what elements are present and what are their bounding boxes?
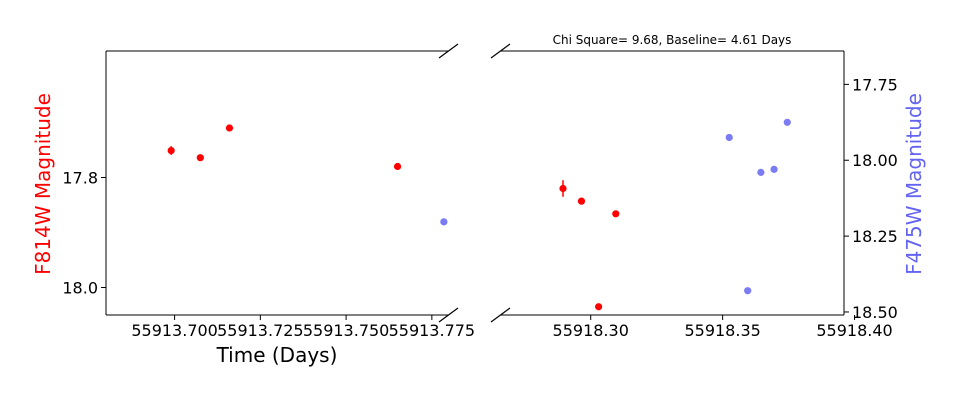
f475w-data-point — [725, 133, 733, 142]
f814w-data-point — [225, 124, 234, 132]
f814w-data-point — [595, 303, 603, 311]
break-mark-bottom-right — [490, 307, 511, 323]
right-y-tick-label: 18.25 — [852, 227, 898, 246]
left-x-tick-label: 55913.775 — [389, 321, 476, 340]
chart-title: Chi Square= 9.68, Baseline= 4.61 Days — [553, 33, 792, 47]
left-y-axis-label: F814W Magnitude — [31, 93, 55, 275]
f475w-data-point — [440, 218, 448, 226]
f814w-data-point — [612, 210, 620, 218]
right-x-tick-label: 55918.35 — [684, 321, 760, 340]
left-y-tick-label: 18.0 — [62, 279, 98, 298]
right-panel: 55918.30 55918.35 55918.40 17.75 18.00 18.25… — [501, 50, 898, 340]
f814w-data-point — [167, 146, 175, 155]
right-x-tick-label: 55918.40 — [816, 321, 892, 340]
left-panel: 55913.700 55913.725 55913.750 55913.775 17.… — [62, 50, 475, 340]
f814w-data-point — [393, 162, 402, 171]
f475w-data-point — [757, 168, 765, 176]
right-y-axis-label: F475W Magnitude — [902, 93, 926, 275]
f475w-data-point — [744, 287, 752, 295]
left-y-ticks: 17.8 18.0 — [62, 169, 106, 298]
f475w-data-point — [783, 118, 791, 126]
left-y-tick-label: 17.8 — [62, 169, 98, 188]
left-x-tick-label: 55913.725 — [217, 321, 304, 340]
right-x-tick-label: 55918.30 — [553, 321, 629, 340]
left-x-tick-label: 55913.750 — [303, 321, 390, 340]
right-y-tick-label: 18.50 — [852, 303, 898, 322]
error-bars — [170, 126, 617, 309]
f814w-data-point — [196, 154, 204, 162]
break-mark-top-right — [490, 43, 511, 59]
left-x-tick-label: 55913.700 — [131, 321, 218, 340]
right-y-ticks: 17.75 18.00 18.25 18.50 — [844, 75, 898, 322]
f814w-data-point — [577, 197, 586, 205]
x-axis-label: Time (Days) — [216, 343, 338, 367]
right-y-tick-label: 18.00 — [852, 151, 898, 170]
break-mark-bottom-left — [438, 307, 459, 323]
axis-break-marks — [438, 43, 511, 323]
f475w-data-point — [770, 165, 778, 173]
right-y-tick-label: 17.75 — [852, 75, 898, 94]
data-markers — [167, 118, 791, 311]
f814w-data-point — [559, 184, 567, 193]
right-x-ticks: 55918.30 55918.35 55918.40 — [553, 315, 893, 340]
break-mark-top-left — [438, 43, 459, 59]
left-x-ticks: 55913.700 55913.725 55913.750 55913.775 — [131, 315, 475, 340]
